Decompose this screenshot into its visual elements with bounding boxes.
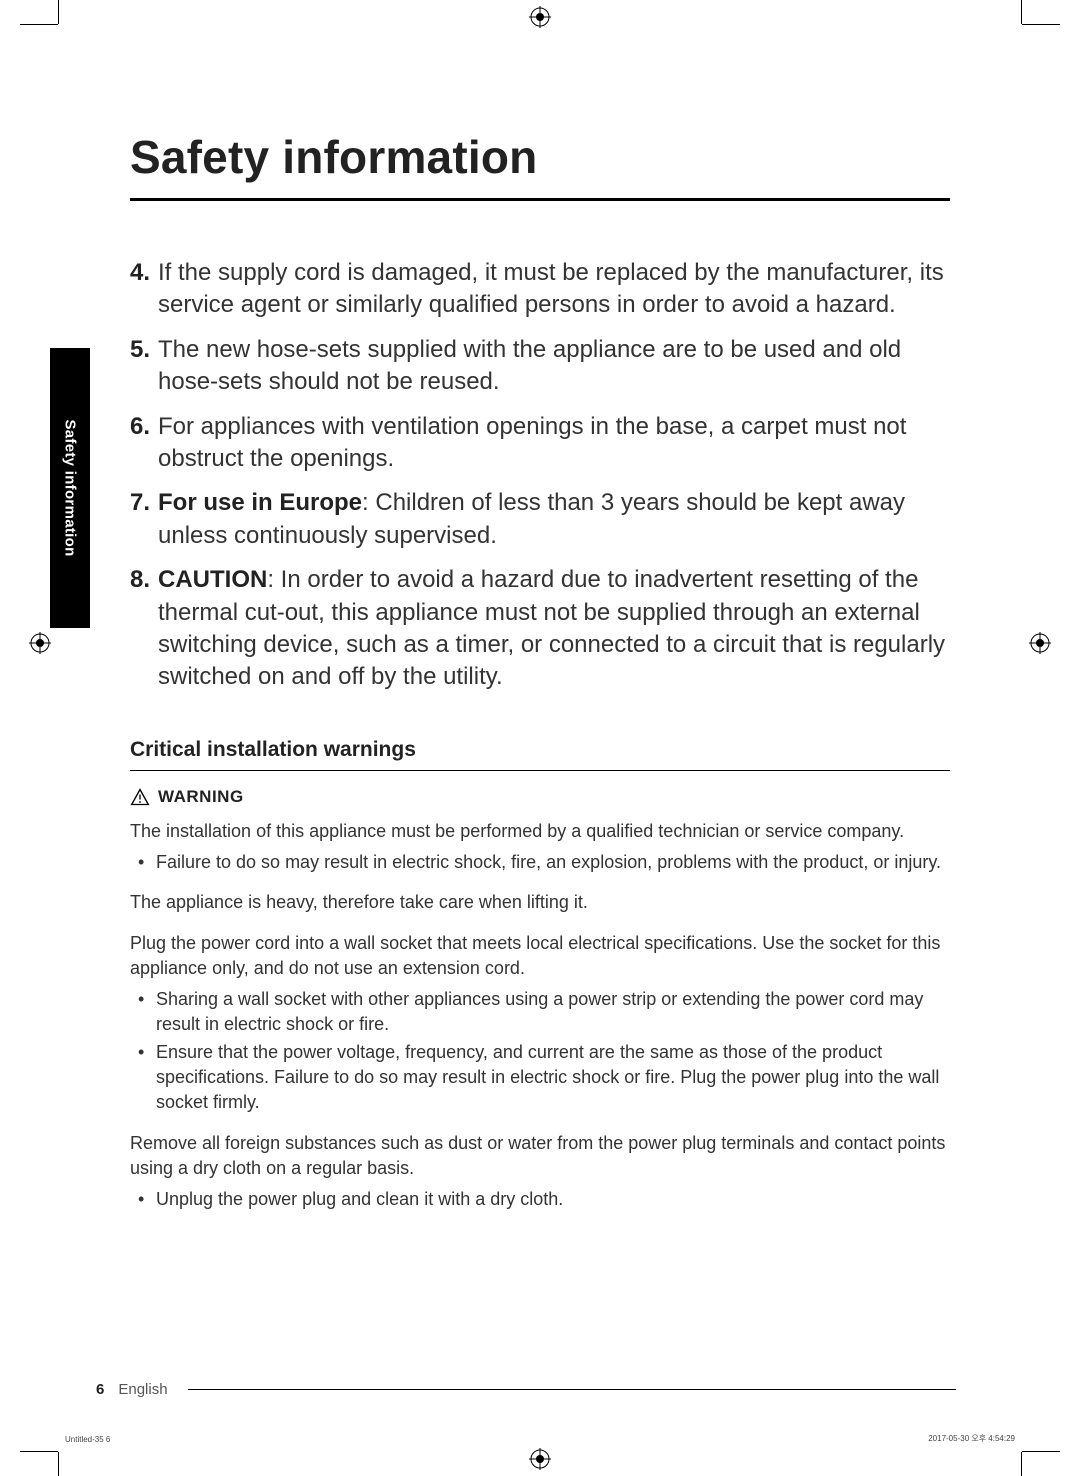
list-item-number: 7. [130, 487, 158, 552]
bullet-item: Failure to do so may result in electric … [130, 850, 950, 875]
side-tab: Safety information [50, 348, 90, 628]
registration-mark-icon [1029, 632, 1051, 654]
subsection-heading: Critical installation warnings [130, 738, 950, 771]
list-item: 7.For use in Europe: Children of less th… [130, 487, 950, 552]
bullet-list: Unplug the power plug and clean it with … [130, 1187, 950, 1212]
side-tab-label: Safety information [62, 419, 79, 556]
crop-mark [1022, 24, 1060, 25]
crop-mark [1022, 1451, 1060, 1452]
registration-mark-icon [529, 6, 551, 28]
crop-mark [58, 0, 59, 24]
page-content: Safety information 4.If the supply cord … [130, 130, 950, 1227]
registration-mark-icon [29, 632, 51, 654]
numbered-list: 4.If the supply cord is damaged, it must… [130, 257, 950, 694]
print-meta-left: Untitled-35 6 [65, 1435, 110, 1444]
paragraph-group: Remove all foreign substances such as du… [130, 1131, 950, 1211]
paragraph-group: The installation of this appliance must … [130, 819, 950, 875]
registration-mark-icon [529, 1448, 551, 1470]
list-item-text: If the supply cord is damaged, it must b… [158, 257, 950, 322]
crop-mark [58, 1452, 59, 1476]
list-item-number: 5. [130, 334, 158, 399]
bullet-list: Sharing a wall socket with other applian… [130, 987, 950, 1115]
list-item-number: 6. [130, 411, 158, 476]
crop-mark [1021, 1452, 1022, 1476]
crop-mark [20, 1451, 58, 1452]
list-item-text: CAUTION: In order to avoid a hazard due … [158, 564, 950, 694]
crop-mark [20, 24, 58, 25]
bullet-item: Ensure that the power voltage, frequency… [130, 1040, 950, 1114]
paragraph-group: Plug the power cord into a wall socket t… [130, 931, 950, 1115]
warning-triangle-icon [130, 787, 150, 807]
crop-mark [1021, 0, 1022, 24]
list-item-text: The new hose-sets supplied with the appl… [158, 334, 950, 399]
bullet-list: Failure to do so may result in electric … [130, 850, 950, 875]
list-item: 8.CAUTION: In order to avoid a hazard du… [130, 564, 950, 694]
paragraph-group: The appliance is heavy, therefore take c… [130, 890, 950, 915]
warning-label: WARNING [158, 787, 244, 807]
bullet-item: Sharing a wall socket with other applian… [130, 987, 950, 1037]
list-item-number: 8. [130, 564, 158, 694]
footer-rule [188, 1389, 956, 1391]
body-paragraph: The installation of this appliance must … [130, 819, 950, 844]
body-paragraph: Remove all foreign substances such as du… [130, 1131, 950, 1181]
warning-body: The installation of this appliance must … [130, 819, 950, 1212]
print-meta-right: 2017-05-30 오후 4:54:29 [928, 1433, 1015, 1444]
warning-row: WARNING [130, 787, 950, 807]
page-language: English [118, 1381, 167, 1398]
page-footer: 6 English [96, 1381, 956, 1398]
list-item-text: For use in Europe: Children of less than… [158, 487, 950, 552]
list-item: 6.For appliances with ventilation openin… [130, 411, 950, 476]
page-number: 6 [96, 1381, 104, 1398]
bullet-item: Unplug the power plug and clean it with … [130, 1187, 950, 1212]
body-paragraph: The appliance is heavy, therefore take c… [130, 890, 950, 915]
list-item-text: For appliances with ventilation openings… [158, 411, 950, 476]
list-item: 5.The new hose-sets supplied with the ap… [130, 334, 950, 399]
list-item-number: 4. [130, 257, 158, 322]
body-paragraph: Plug the power cord into a wall socket t… [130, 931, 950, 981]
page-title: Safety information [130, 130, 950, 201]
list-item: 4.If the supply cord is damaged, it must… [130, 257, 950, 322]
